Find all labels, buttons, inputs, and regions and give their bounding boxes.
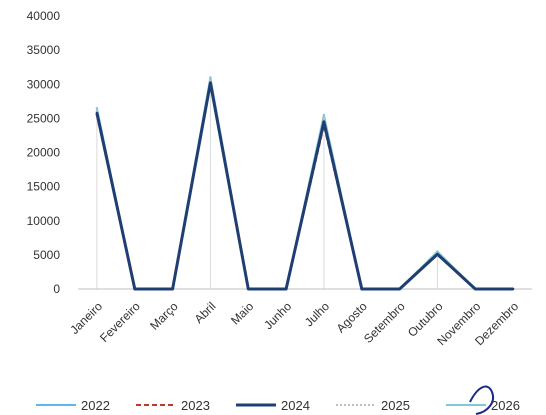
point-2024-2 bbox=[171, 287, 174, 291]
series-lines bbox=[95, 76, 515, 291]
y-axis: 0 5000 10000 15000 20000 25000 30000 35000 40000 bbox=[27, 9, 61, 296]
point-2026-6 bbox=[322, 113, 326, 117]
point-2024-4 bbox=[247, 287, 250, 291]
x-tick-label: Março bbox=[147, 299, 181, 333]
point-2024-11 bbox=[511, 287, 515, 291]
legend-label-2023: 2023 bbox=[181, 398, 210, 413]
y-tick-label: 30000 bbox=[27, 77, 61, 91]
point-2024-1 bbox=[133, 287, 136, 291]
legend-label-2026: 2026 bbox=[491, 398, 520, 413]
y-tick-label: 35000 bbox=[27, 43, 61, 57]
point-2025-3 bbox=[209, 79, 212, 83]
x-tick-label: Abril bbox=[192, 299, 219, 326]
pen-mark-scribble bbox=[469, 385, 494, 415]
x-tick-label: Julho bbox=[302, 299, 332, 329]
y-tick-label: 15000 bbox=[27, 180, 61, 194]
series-line-2022 bbox=[95, 79, 514, 290]
point-2024-0 bbox=[95, 111, 99, 115]
category-gridlines bbox=[96, 80, 438, 289]
point-2026-0 bbox=[95, 106, 99, 110]
legend-label-2022: 2022 bbox=[81, 398, 110, 413]
y-tick-label: 0 bbox=[53, 282, 60, 296]
y-tick-label: 25000 bbox=[27, 111, 61, 125]
point-2024-5 bbox=[284, 287, 288, 291]
point-2024-7 bbox=[360, 287, 363, 291]
point-2025-6 bbox=[322, 117, 326, 120]
point-2026-9 bbox=[436, 250, 439, 253]
point-2024-6 bbox=[322, 120, 326, 123]
x-tick-label: Setembro bbox=[361, 299, 408, 346]
y-tick-label: 10000 bbox=[27, 214, 61, 228]
point-2026-3 bbox=[209, 76, 212, 79]
legend-label-2025: 2025 bbox=[381, 398, 410, 413]
x-tick-label: Agosto bbox=[334, 299, 371, 336]
y-tick-label: 20000 bbox=[27, 146, 61, 160]
point-2024-9 bbox=[436, 252, 439, 256]
point-2024-8 bbox=[398, 287, 401, 291]
legend-label-2024: 2024 bbox=[281, 398, 310, 413]
y-tick-label: 40000 bbox=[27, 9, 61, 23]
x-tick-label: Fevereiro bbox=[97, 299, 143, 345]
point-2024-3 bbox=[209, 81, 212, 85]
series-line-2026 bbox=[95, 76, 514, 290]
series-line-2024 bbox=[95, 81, 514, 291]
x-tick-label: Maio bbox=[228, 299, 257, 328]
x-tick-label: Junho bbox=[261, 299, 294, 332]
point-2024-10 bbox=[474, 287, 477, 291]
series-line-2023 bbox=[95, 83, 514, 290]
y-tick-label: 5000 bbox=[33, 248, 60, 262]
series-line-2025 bbox=[95, 79, 514, 290]
legend: 2022 2023 2024 2025 2026 bbox=[36, 398, 520, 413]
